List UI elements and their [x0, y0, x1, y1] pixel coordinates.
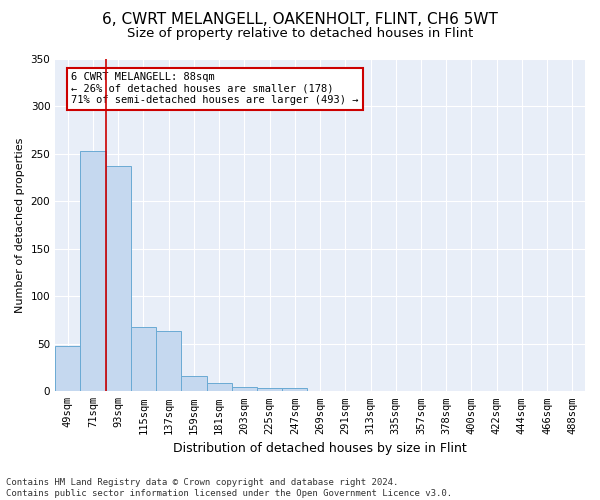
Bar [80, 151, 106, 392]
Text: Size of property relative to detached houses in Flint: Size of property relative to detached ho… [127, 28, 473, 40]
Text: 6, CWRT MELANGELL, OAKENHOLT, FLINT, CH6 5WT: 6, CWRT MELANGELL, OAKENHOLT, FLINT, CH6… [102, 12, 498, 28]
X-axis label: Distribution of detached houses by size in Flint: Distribution of detached houses by size … [173, 442, 467, 455]
Y-axis label: Number of detached properties: Number of detached properties [15, 138, 25, 313]
Bar [181, 376, 206, 392]
Text: 6 CWRT MELANGELL: 88sqm
← 26% of detached houses are smaller (178)
71% of semi-d: 6 CWRT MELANGELL: 88sqm ← 26% of detache… [71, 72, 359, 106]
Bar [131, 326, 156, 392]
Bar [257, 388, 282, 392]
Bar [106, 166, 131, 392]
Bar [282, 388, 307, 392]
Text: Contains HM Land Registry data © Crown copyright and database right 2024.
Contai: Contains HM Land Registry data © Crown c… [6, 478, 452, 498]
Bar [206, 383, 232, 392]
Bar [232, 386, 257, 392]
Bar [156, 332, 181, 392]
Bar [55, 346, 80, 392]
